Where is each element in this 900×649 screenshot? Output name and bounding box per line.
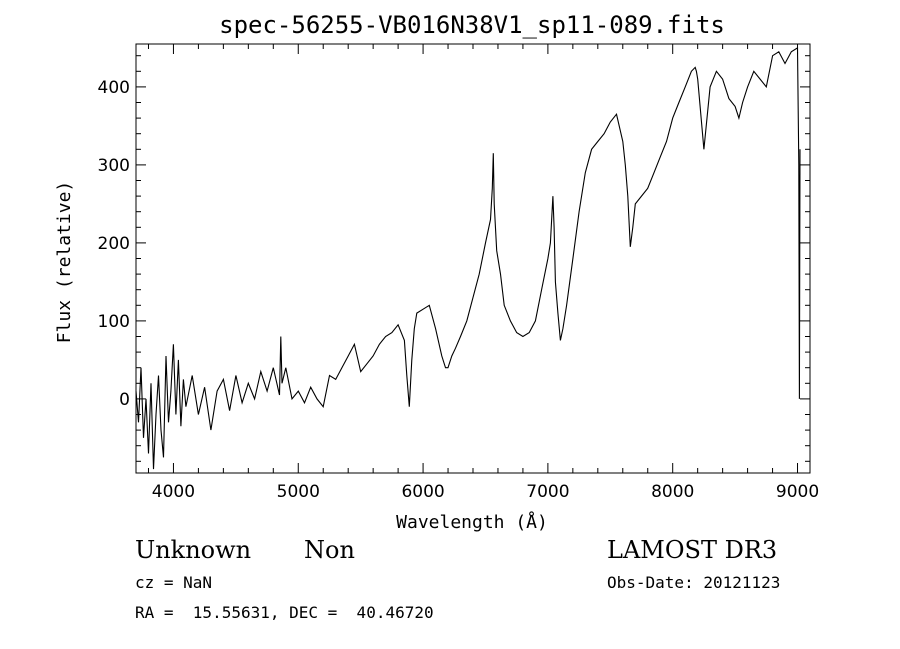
y-tick-label: 100 (98, 312, 130, 332)
x-tick-label: 6000 (401, 482, 444, 502)
y-tick-label: 200 (98, 234, 130, 254)
y-axis-label: Flux (relative) (54, 181, 75, 344)
survey-name: LAMOST DR3 (607, 536, 778, 564)
x-axis-label: Wavelength (Å) (396, 511, 548, 533)
x-tick-label: 5000 (277, 482, 320, 502)
object-class: Unknown (135, 536, 252, 564)
x-tick-label: 9000 (776, 482, 819, 502)
x-tick-label: 8000 (651, 482, 694, 502)
x-tick-label: 7000 (526, 482, 569, 502)
chart-title: spec-56255-VB016N38V1_sp11-089.fits (219, 11, 725, 39)
y-tick-label: 400 (98, 78, 130, 98)
x-axis-ticks: 4000 5000 6000 7000 8000 9000 (147, 44, 819, 502)
object-subclass: Non (304, 536, 355, 564)
y-tick-label: 0 (119, 390, 130, 410)
y-axis-ticks: 0 100 200 300 400 (98, 55, 810, 462)
plot-frame (135, 43, 811, 474)
y-tick-label: 300 (98, 156, 130, 176)
x-tick-label: 4000 (152, 482, 195, 502)
plot-border (135, 43, 811, 474)
coordinates-text: RA = 15.55631, DEC = 40.46720 (135, 603, 434, 622)
redshift-text: cz = NaN (135, 573, 213, 592)
obs-date-text: Obs-Date: 20121123 (607, 573, 781, 592)
spectrum-line (135, 46, 801, 470)
